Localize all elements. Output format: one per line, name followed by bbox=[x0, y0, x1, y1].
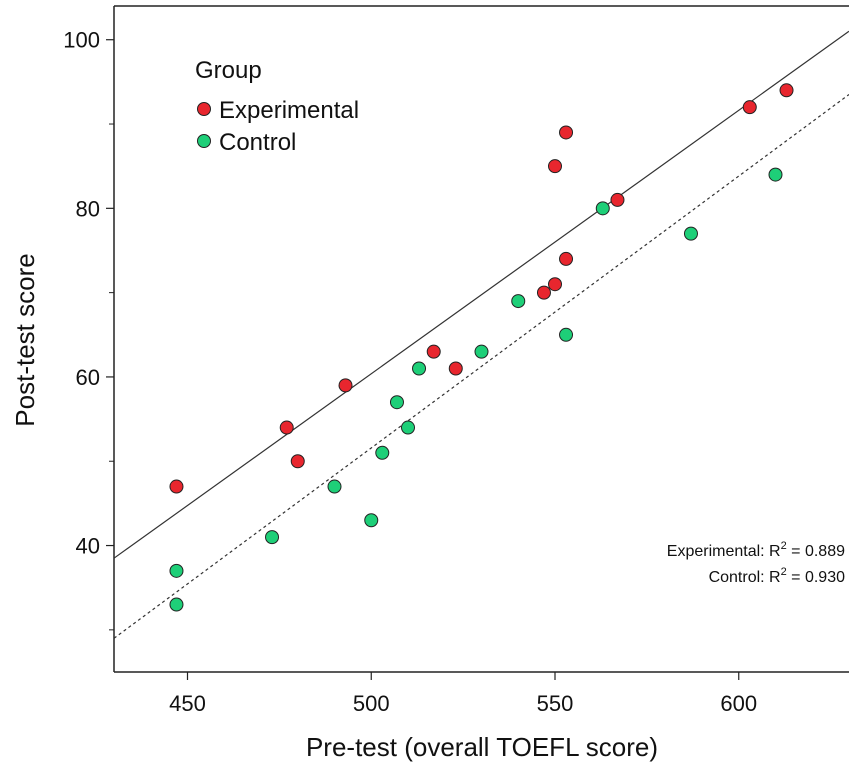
x-tick-label: 500 bbox=[353, 691, 390, 716]
point-control bbox=[389, 395, 404, 410]
y-axis-ticks: 40 60 80 100 bbox=[63, 28, 114, 631]
r2-experimental: Experimental: R2 = 0.889 bbox=[667, 540, 845, 560]
legend-marker-control bbox=[197, 134, 211, 148]
fit-line-control bbox=[113, 94, 849, 639]
r2-control-exponent: 2 bbox=[781, 566, 787, 578]
legend-label-experimental: Experimental bbox=[219, 97, 359, 124]
point-control bbox=[768, 167, 783, 182]
point-experimental bbox=[536, 285, 551, 300]
r2-experimental-exponent: 2 bbox=[781, 540, 787, 552]
y-tick-label: 60 bbox=[76, 365, 100, 390]
legend-title: Group bbox=[195, 57, 262, 84]
point-experimental bbox=[426, 344, 441, 359]
point-experimental bbox=[610, 192, 625, 207]
fit-line-experimental bbox=[113, 30, 849, 559]
legend-label-control: Control bbox=[219, 129, 296, 156]
fit-lines bbox=[113, 30, 849, 639]
legend: Group Experimental Control bbox=[195, 57, 359, 156]
point-control bbox=[595, 201, 610, 216]
point-experimental bbox=[779, 83, 794, 98]
point-control bbox=[364, 513, 379, 528]
point-control bbox=[559, 327, 574, 342]
point-experimental bbox=[548, 277, 562, 292]
plot-frame bbox=[113, 5, 849, 673]
r2-annotations: Experimental: R2 = 0.889 Control: R2 = 0… bbox=[667, 540, 845, 586]
x-tick-label: 550 bbox=[537, 691, 574, 716]
y-tick-label: 40 bbox=[76, 534, 100, 559]
y-tick-label: 100 bbox=[63, 28, 100, 53]
point-experimental bbox=[559, 125, 574, 140]
x-tick-label: 600 bbox=[720, 691, 757, 716]
point-experimental bbox=[742, 100, 757, 115]
y-axis-title: Post-test score bbox=[10, 253, 40, 426]
point-control bbox=[474, 344, 489, 359]
point-experimental bbox=[290, 454, 305, 469]
point-experimental bbox=[279, 420, 294, 435]
point-experimental bbox=[169, 479, 184, 494]
r2-control-value: = 0.930 bbox=[787, 569, 845, 586]
point-control bbox=[511, 294, 526, 309]
point-control bbox=[169, 597, 184, 612]
y-tick-label: 80 bbox=[76, 196, 100, 221]
x-axis-title: Pre-test (overall TOEFL score) bbox=[306, 732, 658, 762]
r2-experimental-label: Experimental: R bbox=[667, 543, 781, 560]
point-experimental bbox=[448, 361, 463, 376]
r2-control-label: Control: R bbox=[709, 569, 781, 586]
point-control bbox=[683, 226, 698, 241]
point-control bbox=[169, 563, 184, 578]
x-tick-label: 450 bbox=[169, 691, 206, 716]
point-control bbox=[265, 530, 280, 545]
point-experimental bbox=[559, 251, 574, 266]
data-points bbox=[169, 83, 794, 612]
point-control bbox=[375, 445, 390, 460]
point-control bbox=[401, 420, 415, 435]
point-experimental bbox=[548, 159, 562, 174]
point-control bbox=[327, 479, 342, 494]
legend-marker-experimental bbox=[197, 102, 211, 116]
r2-control: Control: R2 = 0.930 bbox=[709, 566, 846, 586]
point-experimental bbox=[338, 378, 353, 393]
point-control bbox=[412, 361, 427, 376]
r2-experimental-value: = 0.889 bbox=[787, 543, 845, 560]
x-axis-ticks: 450 500 550 600 bbox=[169, 672, 757, 716]
